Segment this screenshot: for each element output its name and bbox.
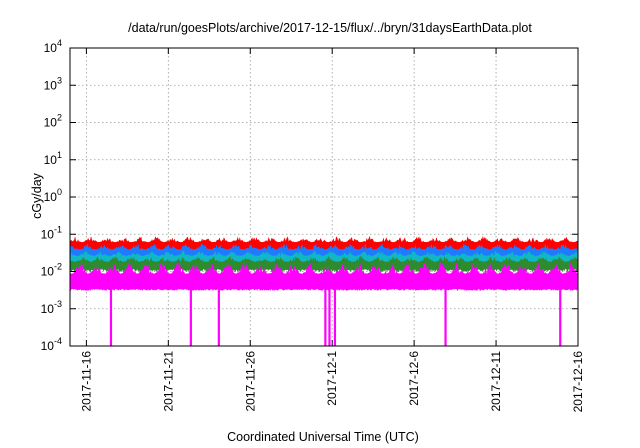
x-axis-ticks: 2017-11-16 2017-11-21 2017-11-26 2017-12-1 2… [79, 48, 585, 412]
y-axis-label: cGy/day [30, 172, 44, 219]
x-axis-label: Coordinated Universal Time (UTC) [227, 430, 419, 444]
y-tick-label: 10-2 [41, 262, 62, 279]
chart-title: /data/run/goesPlots/archive/2017-12-15/f… [128, 21, 532, 35]
y-tick-label: 10-4 [41, 336, 62, 353]
y-tick-label: 101 [44, 150, 62, 167]
x-tick-label: 2017-11-16 [79, 351, 93, 412]
y-tick-label: 103 [44, 75, 62, 92]
data-dropouts [109, 288, 562, 346]
y-tick-label: 10-1 [41, 224, 62, 241]
grid-lines [70, 48, 578, 346]
x-tick-label: 2017-12-6 [407, 351, 421, 406]
x-tick-label: 2017-11-26 [243, 351, 257, 412]
y-tick-label: 104 [44, 38, 62, 55]
y-tick-label: 102 [44, 113, 62, 130]
x-tick-label: 2017-12-1 [325, 351, 339, 406]
data-series [69, 235, 579, 292]
x-tick-label: 2017-12-16 [571, 351, 585, 413]
x-tick-label: 2017-11-21 [161, 351, 175, 412]
y-axis-ticks: 10-4 10-3 10-2 10-1 100 101 102 103 104 [41, 38, 578, 353]
y-tick-label: 10-3 [41, 299, 62, 316]
y-tick-label: 100 [44, 187, 62, 204]
x-tick-label: 2017-12-11 [489, 351, 503, 412]
